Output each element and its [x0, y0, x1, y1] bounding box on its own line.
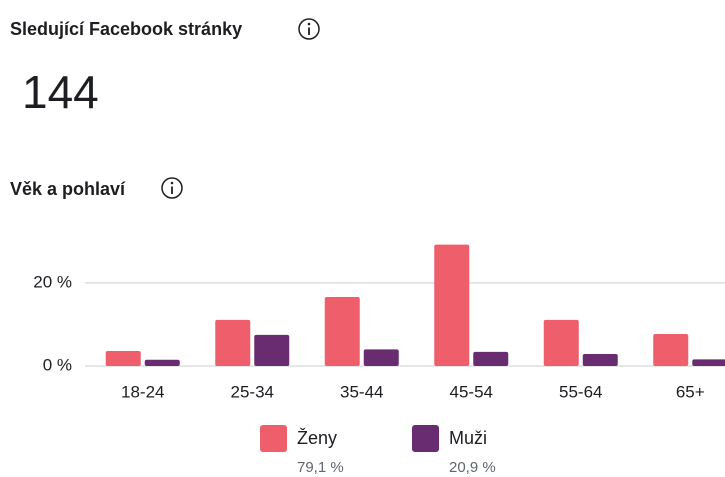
legend-share: 20,9 %: [449, 459, 496, 476]
bar: [434, 244, 470, 366]
y-tick-label: 0 %: [43, 355, 72, 374]
bar: [473, 351, 509, 366]
bar: [324, 297, 360, 366]
bar: [582, 353, 618, 366]
bar: [692, 359, 725, 366]
x-tick-label: 65+: [676, 382, 705, 401]
bar: [105, 351, 141, 366]
bar: [215, 319, 251, 366]
x-tick-label: 18-24: [121, 382, 164, 401]
y-tick-label: 20 %: [33, 272, 72, 291]
legend-label: Muži: [449, 428, 487, 448]
info-icon[interactable]: [161, 177, 183, 199]
follower-count: 144: [22, 66, 99, 118]
chart-title: Věk a pohlaví: [10, 179, 126, 199]
section-title: Sledující Facebook stránky: [10, 19, 242, 39]
bar: [363, 349, 399, 366]
legend-label: Ženy: [297, 428, 337, 448]
x-tick-label: 35-44: [340, 382, 383, 401]
x-tick-label: 55-64: [559, 382, 602, 401]
x-tick-label: 25-34: [231, 382, 274, 401]
bar: [144, 359, 180, 366]
legend-share: 79,1 %: [297, 459, 344, 476]
legend-swatch: [260, 425, 287, 452]
bar: [653, 333, 689, 366]
bar: [543, 319, 579, 366]
info-icon[interactable]: [298, 18, 320, 40]
legend-swatch: [412, 425, 439, 452]
bar: [254, 334, 290, 366]
x-tick-label: 45-54: [450, 382, 493, 401]
